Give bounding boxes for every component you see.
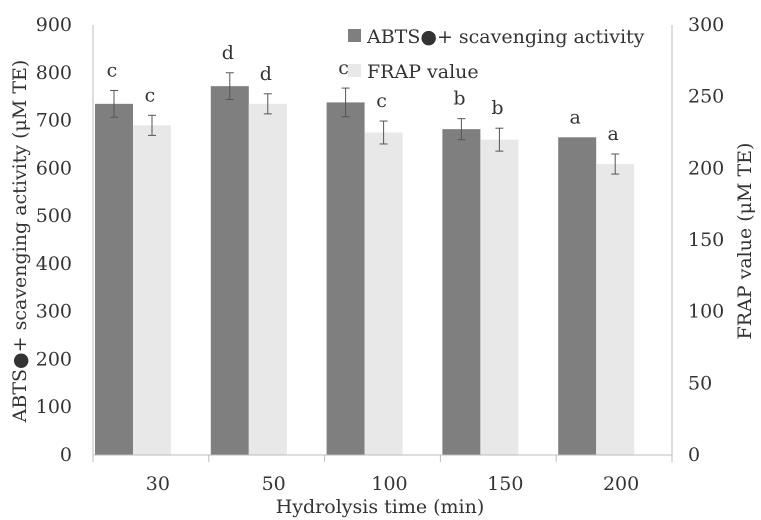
legend-label-frap: FRAP value	[367, 61, 479, 83]
x-tick-label: 150	[487, 473, 523, 495]
significance-label: c	[145, 84, 156, 106]
significance-label: a	[570, 106, 581, 128]
y2-tick-label: 250	[688, 86, 724, 108]
bar-abts	[210, 86, 249, 456]
bar-abts	[442, 129, 481, 455]
x-tick-label: 200	[603, 473, 639, 495]
legend-swatch-abts	[348, 29, 361, 42]
significance-label: c	[376, 90, 387, 112]
y-tick-label: 700	[36, 110, 72, 132]
y2-tick-label: 0	[688, 444, 700, 466]
bar-abts	[95, 103, 133, 455]
y-tick-label: 600	[36, 157, 72, 179]
significance-label: d	[260, 63, 272, 85]
bar-frap	[133, 125, 171, 455]
y-tick-label: 800	[36, 62, 72, 84]
significance-label: b	[453, 88, 465, 110]
legend-swatch-frap	[348, 64, 361, 77]
significance-label: d	[222, 42, 234, 64]
x-tick-label: 30	[146, 473, 170, 495]
y2-axis-title: FRAP value (μM TE)	[734, 143, 756, 340]
bar-frap	[364, 132, 403, 455]
y-tick-label: 200	[36, 348, 72, 370]
x-tick-label: 100	[371, 473, 407, 495]
y-tick-label: 500	[36, 205, 72, 227]
significance-label: c	[107, 59, 118, 81]
y2-tick-label: 50	[688, 372, 712, 394]
bar-frap	[248, 103, 287, 455]
chart-marks: c d c b a c d c b a	[95, 42, 635, 456]
significance-label: c	[338, 57, 349, 79]
y-tick-label: 900	[36, 14, 72, 36]
y2-tick-label: 300	[688, 14, 724, 36]
y-tick-label: 0	[60, 444, 72, 466]
y2-tick-label: 200	[688, 157, 724, 179]
y-tick-label: 100	[36, 396, 72, 418]
y-tick-label: 300	[36, 301, 72, 323]
legend-label-abts: ABTS●+ scavenging activity	[366, 26, 645, 48]
y-axis-title: ABTS●+ scavenging activity (μM TE)	[9, 60, 31, 424]
y2-tick-label: 150	[688, 229, 724, 251]
y-tick-label: 400	[36, 253, 72, 275]
chart-axes: 0 100 200 300 400 500 600 700 800 900 0 50 100 150 200…	[36, 14, 725, 495]
legend: ABTS●+ scavenging activity FRAP value	[348, 26, 645, 83]
x-tick-label: 50	[262, 473, 286, 495]
significance-label: a	[608, 123, 619, 145]
bar-frap	[480, 139, 519, 455]
bar-abts	[558, 137, 597, 455]
x-axis-title: Hydrolysis time (min)	[276, 496, 485, 518]
significance-label: b	[491, 97, 503, 119]
bar-frap	[596, 164, 635, 456]
y2-tick-label: 100	[688, 301, 724, 323]
bar-abts	[326, 102, 365, 456]
